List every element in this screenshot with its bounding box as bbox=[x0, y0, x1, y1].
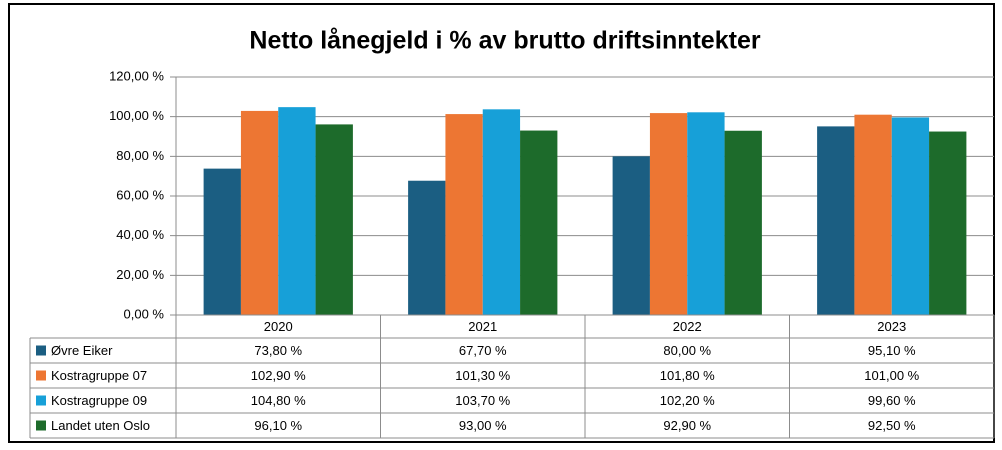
chart-title: Netto lånegjeld i % av brutto driftsinnt… bbox=[249, 27, 760, 55]
table-cell: 73,80 % bbox=[254, 343, 302, 358]
y-tick-label: 40,00 % bbox=[116, 227, 164, 242]
table-cell: 80,00 % bbox=[663, 343, 711, 358]
table-cell: 92,90 % bbox=[663, 418, 711, 433]
bar bbox=[240, 110, 279, 315]
table-cell: 99,60 % bbox=[868, 393, 916, 408]
legend-label: Kostragruppe 07 bbox=[51, 368, 147, 383]
bar bbox=[482, 109, 521, 315]
bar bbox=[278, 107, 316, 315]
x-tick-label: 2023 bbox=[877, 319, 906, 334]
bar bbox=[315, 124, 353, 315]
bar bbox=[929, 131, 967, 315]
table-cell: 102,20 % bbox=[660, 393, 715, 408]
y-tick-label: 20,00 % bbox=[116, 267, 164, 282]
table-cell: 67,70 % bbox=[459, 343, 507, 358]
legend-swatch bbox=[36, 345, 46, 356]
legend-swatch bbox=[36, 420, 46, 431]
table-cell: 102,90 % bbox=[251, 368, 306, 383]
legend-label: Kostragruppe 09 bbox=[51, 393, 147, 408]
bar bbox=[445, 114, 483, 315]
table-cell: 101,80 % bbox=[660, 368, 715, 383]
table-cell: 92,50 % bbox=[868, 418, 916, 433]
bar bbox=[520, 130, 558, 315]
x-tick-label: 2022 bbox=[673, 319, 702, 334]
table-cell: 103,70 % bbox=[455, 393, 510, 408]
table-cell: 96,10 % bbox=[254, 418, 302, 433]
bar bbox=[203, 168, 241, 315]
bar bbox=[891, 117, 930, 316]
bar bbox=[724, 130, 762, 315]
bar bbox=[649, 113, 688, 315]
bar bbox=[854, 114, 892, 315]
table-cell: 101,30 % bbox=[455, 368, 510, 383]
table-cell: 93,00 % bbox=[459, 418, 507, 433]
x-tick-label: 2021 bbox=[468, 319, 497, 334]
bar bbox=[687, 112, 725, 315]
y-tick-label: 0,00 % bbox=[124, 306, 165, 321]
table-cell: 101,00 % bbox=[864, 368, 919, 383]
y-tick-label: 80,00 % bbox=[116, 148, 164, 163]
table-cell: 95,10 % bbox=[868, 343, 916, 358]
legend-swatch bbox=[36, 395, 46, 406]
table-cell: 104,80 % bbox=[251, 393, 306, 408]
bar bbox=[612, 156, 650, 315]
y-tick-label: 100,00 % bbox=[109, 108, 164, 123]
legend-swatch bbox=[36, 370, 46, 381]
y-tick-label: 120,00 % bbox=[109, 68, 164, 83]
bar bbox=[817, 126, 855, 315]
bar bbox=[408, 180, 446, 315]
legend-label: Landet uten Oslo bbox=[51, 418, 150, 433]
x-tick-label: 2020 bbox=[264, 319, 293, 334]
legend-label: Øvre Eiker bbox=[51, 343, 113, 358]
y-tick-label: 60,00 % bbox=[116, 187, 164, 202]
